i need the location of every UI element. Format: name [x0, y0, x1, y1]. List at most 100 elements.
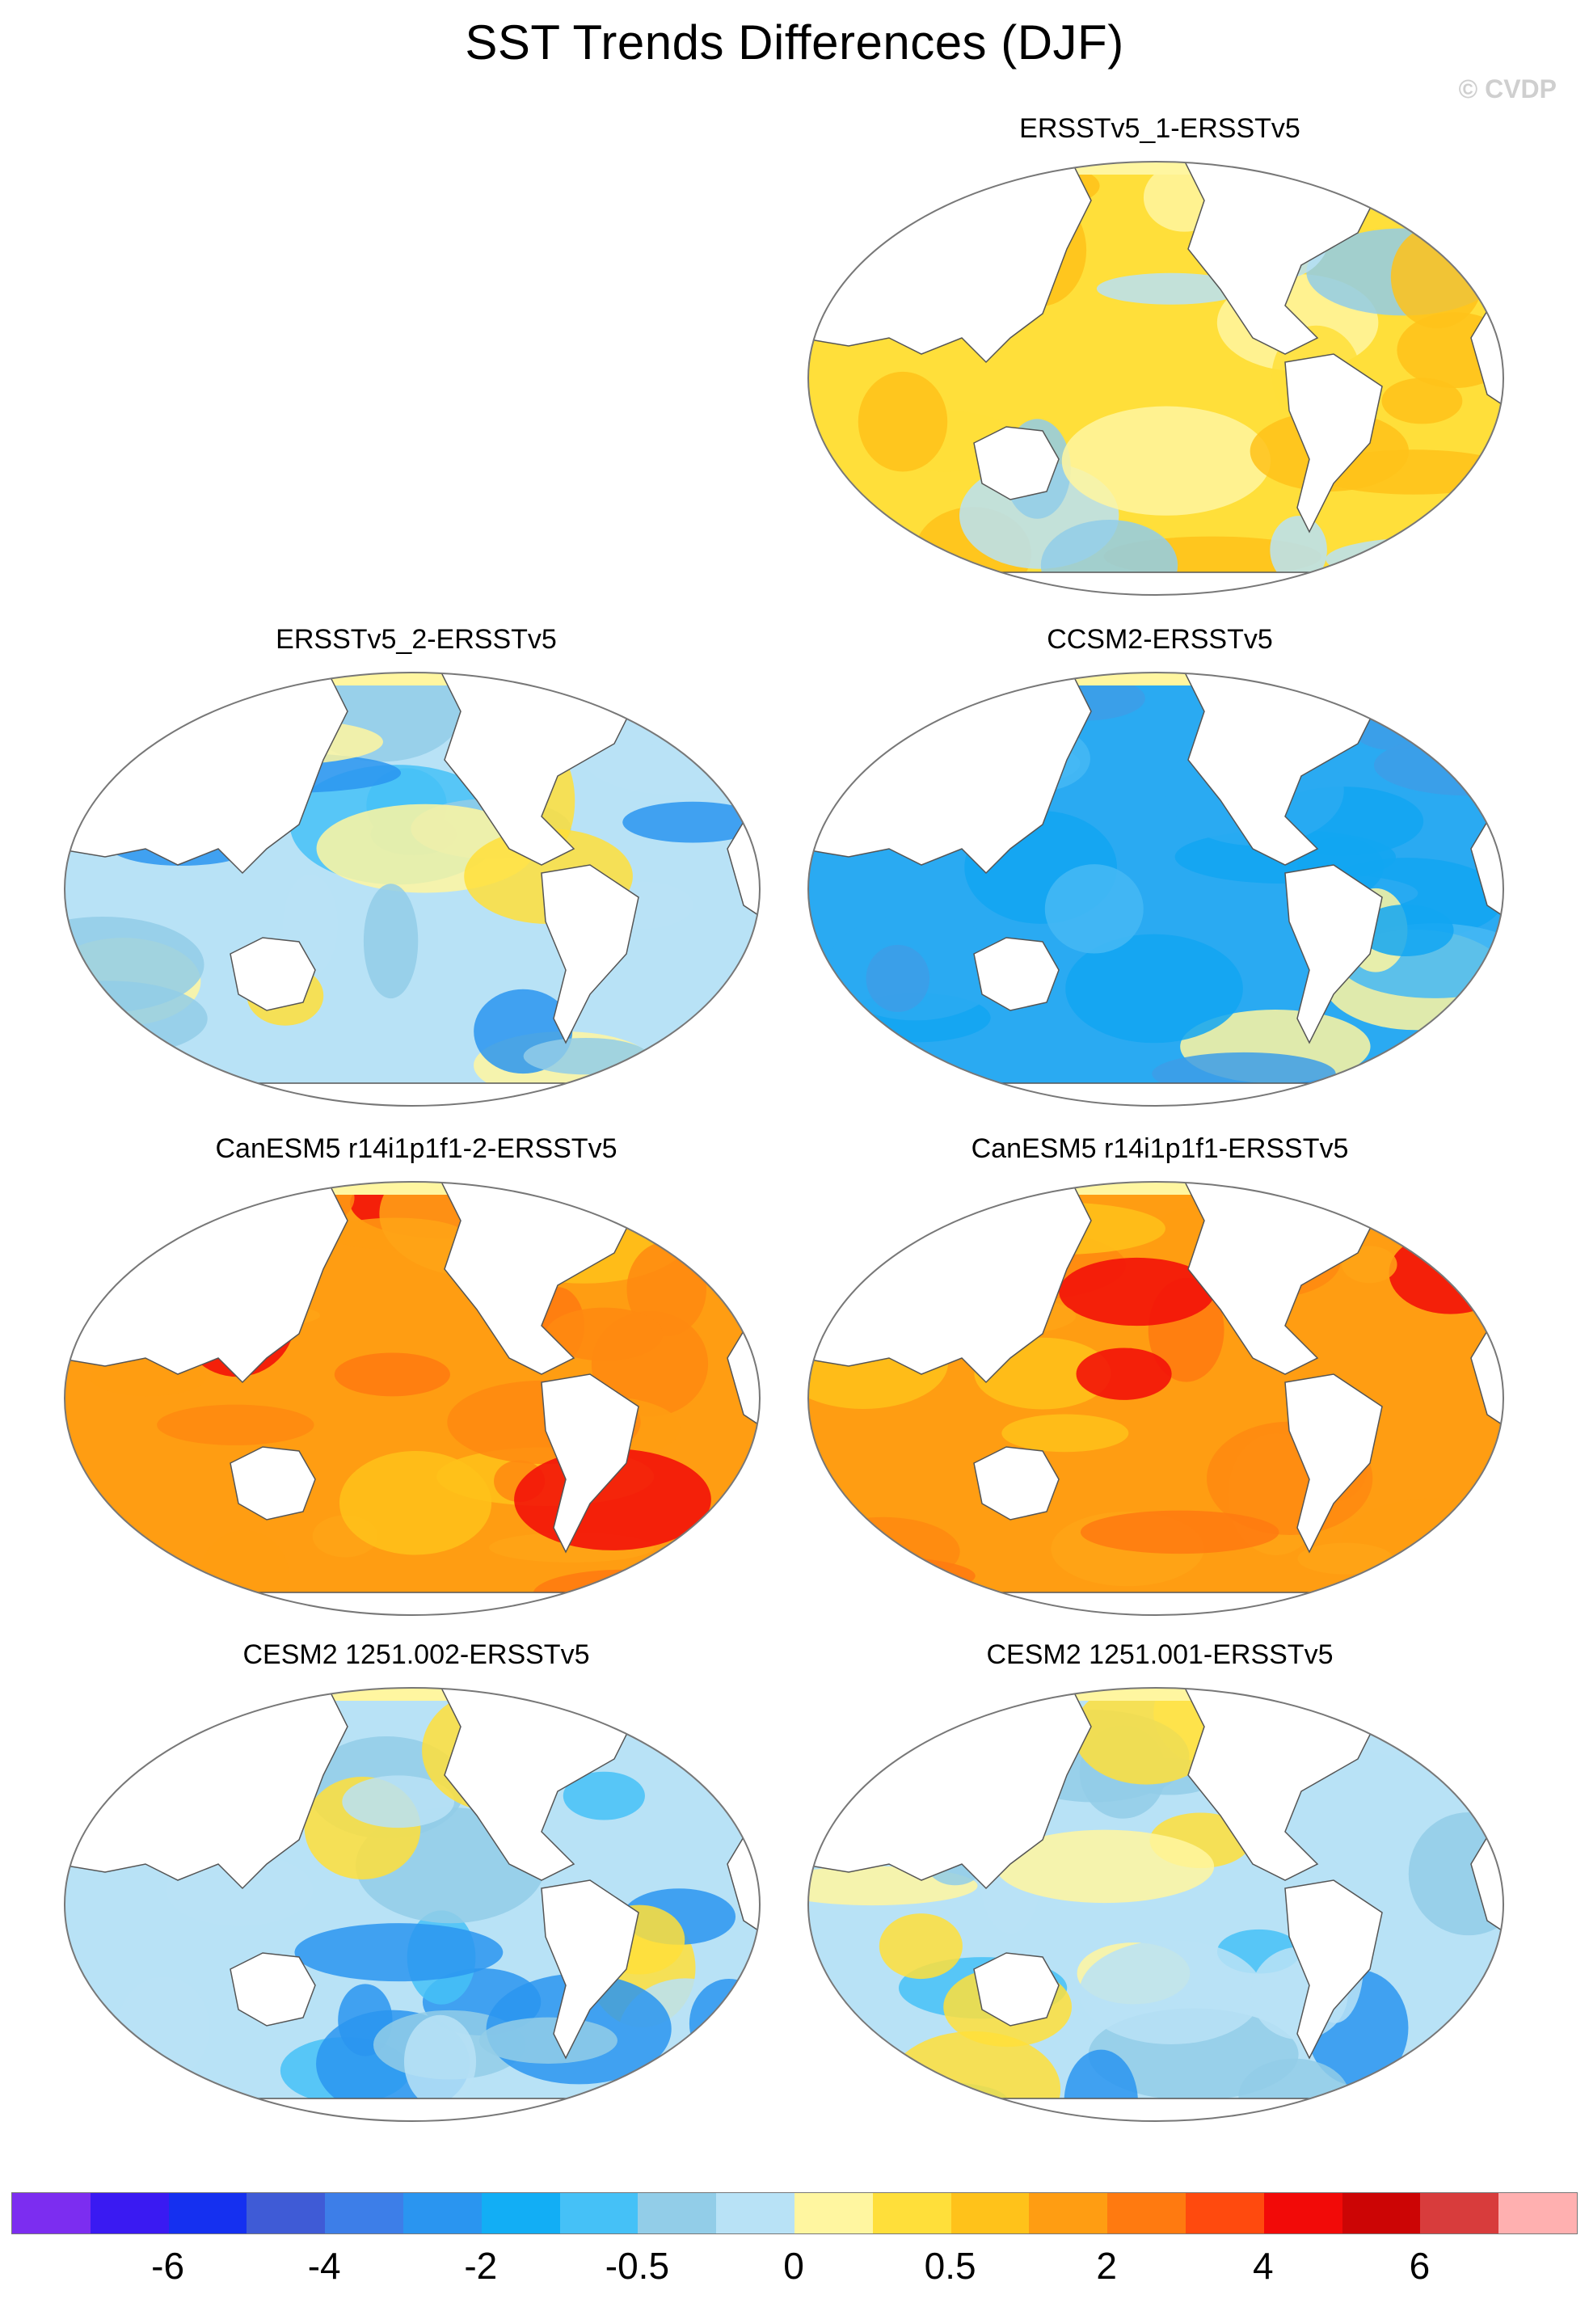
- land-antarctica: [65, 2098, 760, 2121]
- land-antarctica: [808, 1592, 1503, 1615]
- panel-title: CCSM2-ERSSTv5: [1047, 624, 1273, 655]
- field-anomaly: [198, 1530, 290, 1615]
- globe-outline: [807, 1687, 1504, 2122]
- land-australia: [230, 937, 316, 1011]
- land-antarctica: [65, 1592, 760, 1615]
- colorbar-tick-label: -2: [464, 2245, 498, 2287]
- land-greenland: [1380, 1182, 1448, 1213]
- panel-title: CanESM5 r14i1p1f1-2-ERSSTv5: [215, 1133, 617, 1164]
- land-greenland: [1380, 1688, 1448, 1719]
- colorbar-tick-label: -0.5: [605, 2245, 670, 2287]
- map-globe: [64, 1181, 761, 1616]
- field-anomaly: [1397, 166, 1493, 238]
- map-globe: [807, 161, 1504, 596]
- panel-title: ERSSTv5_1-ERSSTv5: [1019, 113, 1300, 144]
- field-anomaly: [622, 801, 760, 843]
- polar-band: [242, 1688, 582, 1701]
- page-title: SST Trends Differences (DJF): [465, 15, 1124, 70]
- field-anomaly: [1059, 1257, 1215, 1326]
- globe-outline: [807, 1181, 1504, 1616]
- map-panel-ersstv5-2: ERSSTv5_2-ERSSTv5: [57, 624, 776, 1125]
- colorbar-swatch: [12, 2193, 91, 2233]
- map-panel-ccsm2: CCSM2-ERSSTv5: [800, 624, 1519, 1125]
- land-australia: [973, 426, 1060, 500]
- field-anomaly: [403, 2014, 477, 2108]
- land-south-america: [541, 1373, 639, 1554]
- field-anomaly: [1270, 516, 1327, 584]
- colorbar-swatch: [1420, 2193, 1499, 2233]
- colorbar-tick-label: 6: [1409, 2245, 1431, 2287]
- field-anomaly: [1390, 225, 1484, 329]
- map-globe: [64, 1687, 761, 2122]
- colorbar-swatch: [638, 2193, 717, 2233]
- map-globe: [807, 672, 1504, 1107]
- panel-title: CESM2 1251.001-ERSSTv5: [986, 1639, 1334, 1670]
- land-south-america: [541, 1879, 639, 2060]
- map-globe: [807, 1181, 1504, 1616]
- field-anomaly: [858, 371, 948, 472]
- colorbar-swatch: [168, 2193, 247, 2233]
- field-anomaly: [1381, 377, 1463, 424]
- land-antarctica: [808, 2098, 1503, 2121]
- colorbar-swatch: [325, 2193, 403, 2233]
- colorbar-tick-label: 4: [1253, 2245, 1274, 2287]
- polar-band: [986, 1688, 1326, 1701]
- credit-label: © CVDP: [1458, 74, 1557, 103]
- land-greenland: [637, 1688, 704, 1719]
- polar-band: [986, 673, 1326, 685]
- field-anomaly: [363, 884, 419, 999]
- polar-band: [986, 1182, 1326, 1195]
- field-anomaly: [478, 2017, 617, 2064]
- field-anomaly: [689, 1978, 760, 2069]
- field-anomaly: [1044, 864, 1144, 954]
- field-anomaly: [1389, 1231, 1503, 1314]
- land-australia: [973, 937, 1060, 1011]
- field-anomaly: [1065, 934, 1243, 1044]
- map-panel-canesm5-2: CanESM5 r14i1p1f1-2-ERSSTv5: [57, 1133, 776, 1634]
- colorbar-labels: -6 -4 -2 -0.5 0 0.5 2 4 6: [11, 2244, 1576, 2292]
- field-anomaly: [563, 1771, 645, 1820]
- colorbar-tick-label: -4: [307, 2245, 341, 2287]
- land-greenland: [1380, 162, 1448, 193]
- land-australia: [230, 1446, 316, 1521]
- polar-band: [986, 162, 1326, 175]
- colorbar-swatch: [1029, 2193, 1108, 2233]
- panel-title: CESM2 1251.002-ERSSTv5: [242, 1639, 590, 1670]
- colorbar-swatch: [950, 2193, 1030, 2233]
- land-south-america: [1284, 353, 1383, 534]
- colorbar-swatch: [1498, 2193, 1577, 2233]
- land-australia: [973, 1952, 1060, 2027]
- field-anomaly: [157, 1404, 314, 1445]
- field-anomaly: [165, 1853, 314, 1927]
- colorbar-swatch: [90, 2193, 169, 2233]
- colorbar-tick-label: 0.5: [924, 2245, 976, 2287]
- field-anomaly: [660, 1550, 710, 1610]
- map-panel-cesm2-002: CESM2 1251.002-ERSSTv5: [57, 1639, 776, 2141]
- land-south-america: [541, 864, 639, 1044]
- field-anomaly: [1080, 1510, 1279, 1554]
- globe-outline: [64, 1687, 761, 2122]
- land-antarctica: [65, 1082, 760, 1106]
- field-anomaly: [339, 1451, 492, 1555]
- field-anomaly: [545, 1307, 664, 1361]
- field-anomaly: [996, 1829, 1215, 1904]
- panel-title: CanESM5 r14i1p1f1-ERSSTv5: [971, 1133, 1349, 1164]
- field-anomaly: [342, 1775, 455, 1828]
- map-globe: [807, 1687, 1504, 2122]
- colorbar-swatch: [1342, 2193, 1421, 2233]
- land-south-america: [1284, 864, 1383, 1044]
- colorbar: [11, 2192, 1578, 2234]
- colorbar-swatch: [559, 2193, 639, 2233]
- polar-band: [242, 673, 582, 685]
- colorbar-swatch: [403, 2193, 482, 2233]
- panel-title: ERSSTv5_2-ERSSTv5: [276, 624, 557, 655]
- land-greenland: [637, 673, 704, 704]
- polar-band: [242, 1182, 582, 1195]
- field-anomaly: [117, 1976, 210, 2080]
- field-anomaly: [1061, 406, 1271, 516]
- field-anomaly: [334, 1352, 450, 1397]
- land-south-america: [1284, 1373, 1383, 1554]
- colorbar-swatch: [1107, 2193, 1186, 2233]
- field-anomaly: [1076, 1348, 1172, 1400]
- field-anomaly: [1297, 1542, 1393, 1575]
